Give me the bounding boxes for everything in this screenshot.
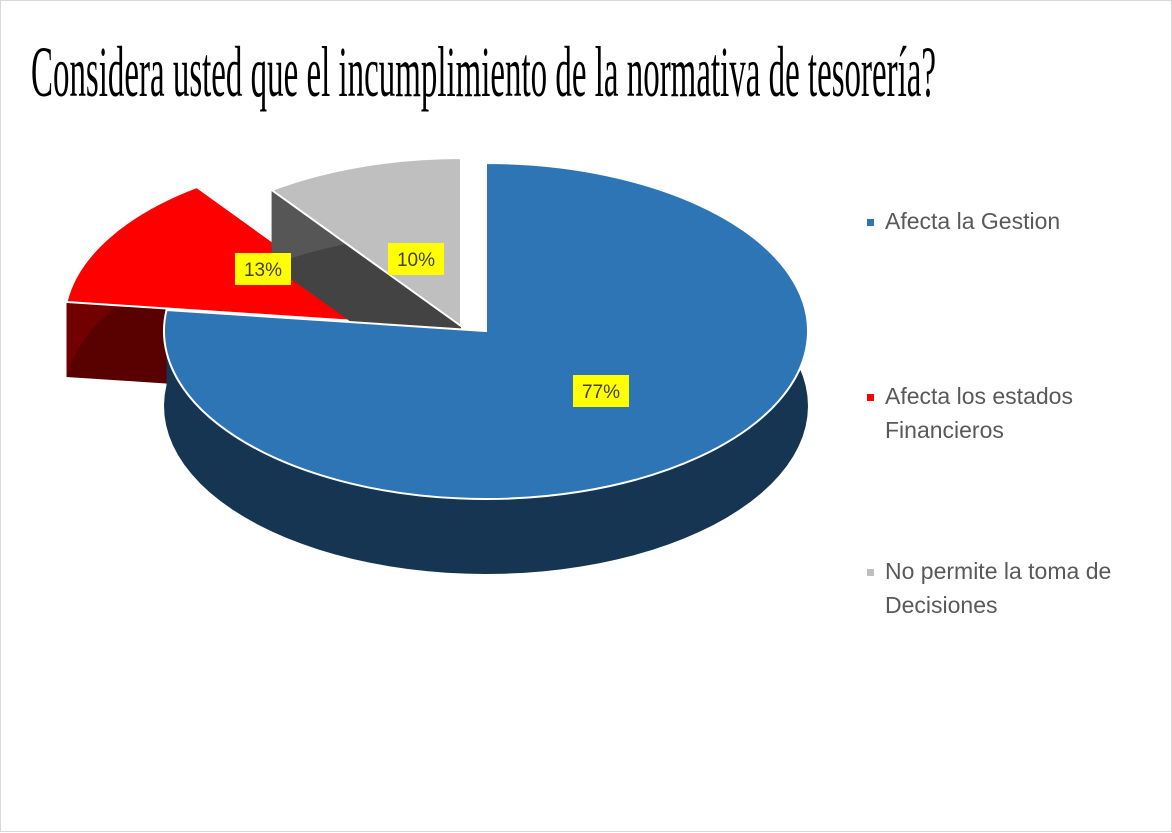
data-label: 13% — [244, 260, 282, 281]
legend-label: Afecta la Gestion — [885, 208, 1061, 234]
legend-marker — [867, 219, 874, 226]
chart-title: Considera usted que el incumplimiento de… — [31, 32, 936, 112]
data-labels: 77% 13% 10% — [235, 243, 629, 407]
slice — [163, 161, 809, 500]
data-label: 10% — [397, 250, 435, 271]
legend-label: No permite la toma de Decisiones — [885, 558, 1112, 618]
data-label: 77% — [582, 382, 620, 403]
legend-label: Afecta los estados Financieros — [885, 383, 1073, 443]
data-label-bg — [388, 243, 444, 275]
data-label-bg — [573, 375, 629, 407]
legend-marker — [867, 569, 874, 576]
legend-marker — [867, 394, 874, 401]
pie — [65, 156, 809, 574]
data-label-bg — [235, 253, 291, 285]
slice — [269, 156, 462, 328]
